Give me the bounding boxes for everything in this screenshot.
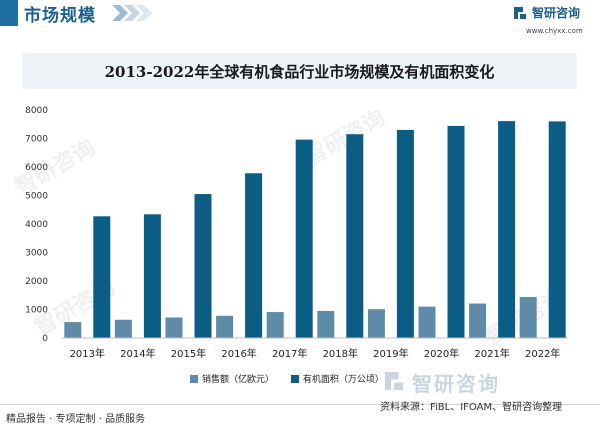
bar-organic-area	[346, 134, 364, 338]
bar-sales	[519, 296, 537, 338]
bar-organic-area	[194, 194, 212, 338]
bar-organic-area	[396, 129, 414, 338]
x-tick-label: 2020年	[424, 347, 459, 360]
legend-swatch-sales	[190, 375, 198, 383]
y-tick-label: 3000	[25, 249, 48, 259]
bar-organic-area	[295, 139, 313, 338]
brand-logo-icon	[512, 5, 528, 21]
footer-divider	[0, 404, 600, 405]
y-tick-label: 4000	[25, 220, 48, 230]
watermark-logo-icon	[385, 372, 403, 390]
bar-sales	[266, 312, 284, 338]
bar-organic-area	[245, 173, 263, 338]
bar-organic-area	[548, 121, 566, 339]
chart-title-box: 2013-2022年全球有机食品行业市场规模及有机面积变化	[22, 53, 577, 89]
x-tick-label: 2015年	[171, 347, 206, 360]
y-tick-label: 1000	[25, 306, 48, 316]
bar-sales	[418, 306, 436, 338]
brand-name: 智研咨询	[532, 6, 581, 20]
chart-legend: 销售额（亿欧元） 有机面积（万公顷）	[190, 372, 398, 385]
bar-sales	[317, 310, 335, 338]
bar-sales	[216, 315, 234, 338]
legend-label-sales: 销售额（亿欧元）	[202, 375, 275, 385]
header-bar: 市场规模	[0, 0, 600, 26]
legend-item-sales: 销售额（亿欧元）	[190, 372, 274, 385]
x-tick-label: 2017年	[272, 347, 307, 360]
bar-sales	[64, 322, 82, 338]
chevron-decoration-icon	[112, 5, 152, 21]
bar-sales	[469, 303, 487, 338]
x-tick-label: 2016年	[221, 347, 256, 360]
y-tick-label: 5000	[25, 192, 48, 202]
y-tick-label: 7000	[25, 135, 48, 145]
x-axis: 2013年 2014年 2015年 2016年 2017年 2018年 2019年 2020年…	[62, 337, 568, 360]
header-accent	[0, 0, 18, 26]
x-tick-label: 2022年	[525, 347, 560, 360]
x-tick-label: 2018年	[323, 347, 358, 360]
bar-sales	[165, 317, 183, 338]
source-note: 资料来源：FiBL、IFOAM、智研咨询整理	[380, 402, 563, 413]
bar-sales	[367, 309, 385, 338]
bar-organic-area	[143, 214, 161, 338]
chart-title: 2013-2022年全球有机食品行业市场规模及有机面积变化	[104, 63, 495, 81]
x-tick-label: 2014年	[120, 347, 155, 360]
x-tick-label: 2019年	[373, 347, 408, 360]
bar-organic-area	[93, 216, 111, 338]
x-tick-label: 2021年	[474, 347, 509, 360]
y-tick-label: 2000	[25, 277, 48, 287]
y-tick-label: 6000	[25, 163, 48, 173]
brand-url: www.chyxx.com	[526, 27, 583, 35]
watermark-text: 智研咨询	[412, 372, 500, 396]
legend-item-area: 有机面积（万公顷）	[290, 372, 384, 385]
legend-label-area: 有机面积（万公顷）	[302, 375, 384, 385]
y-tick-label: 0	[42, 334, 48, 344]
page-title: 市场规模	[24, 6, 96, 26]
footer-tagline: 精品报告 · 专项定制 · 品质服务	[6, 414, 146, 425]
legend-swatch-area	[290, 375, 299, 383]
x-tick-label: 2013年	[70, 347, 105, 360]
bars	[64, 121, 566, 339]
bar-sales	[114, 319, 132, 338]
bar-organic-area	[498, 121, 516, 339]
bar-organic-area	[447, 125, 465, 339]
y-tick-label: 8000	[25, 106, 48, 116]
y-axis: 0 1000 2000 3000 4000 5000 6000 7000 8000	[25, 106, 48, 344]
